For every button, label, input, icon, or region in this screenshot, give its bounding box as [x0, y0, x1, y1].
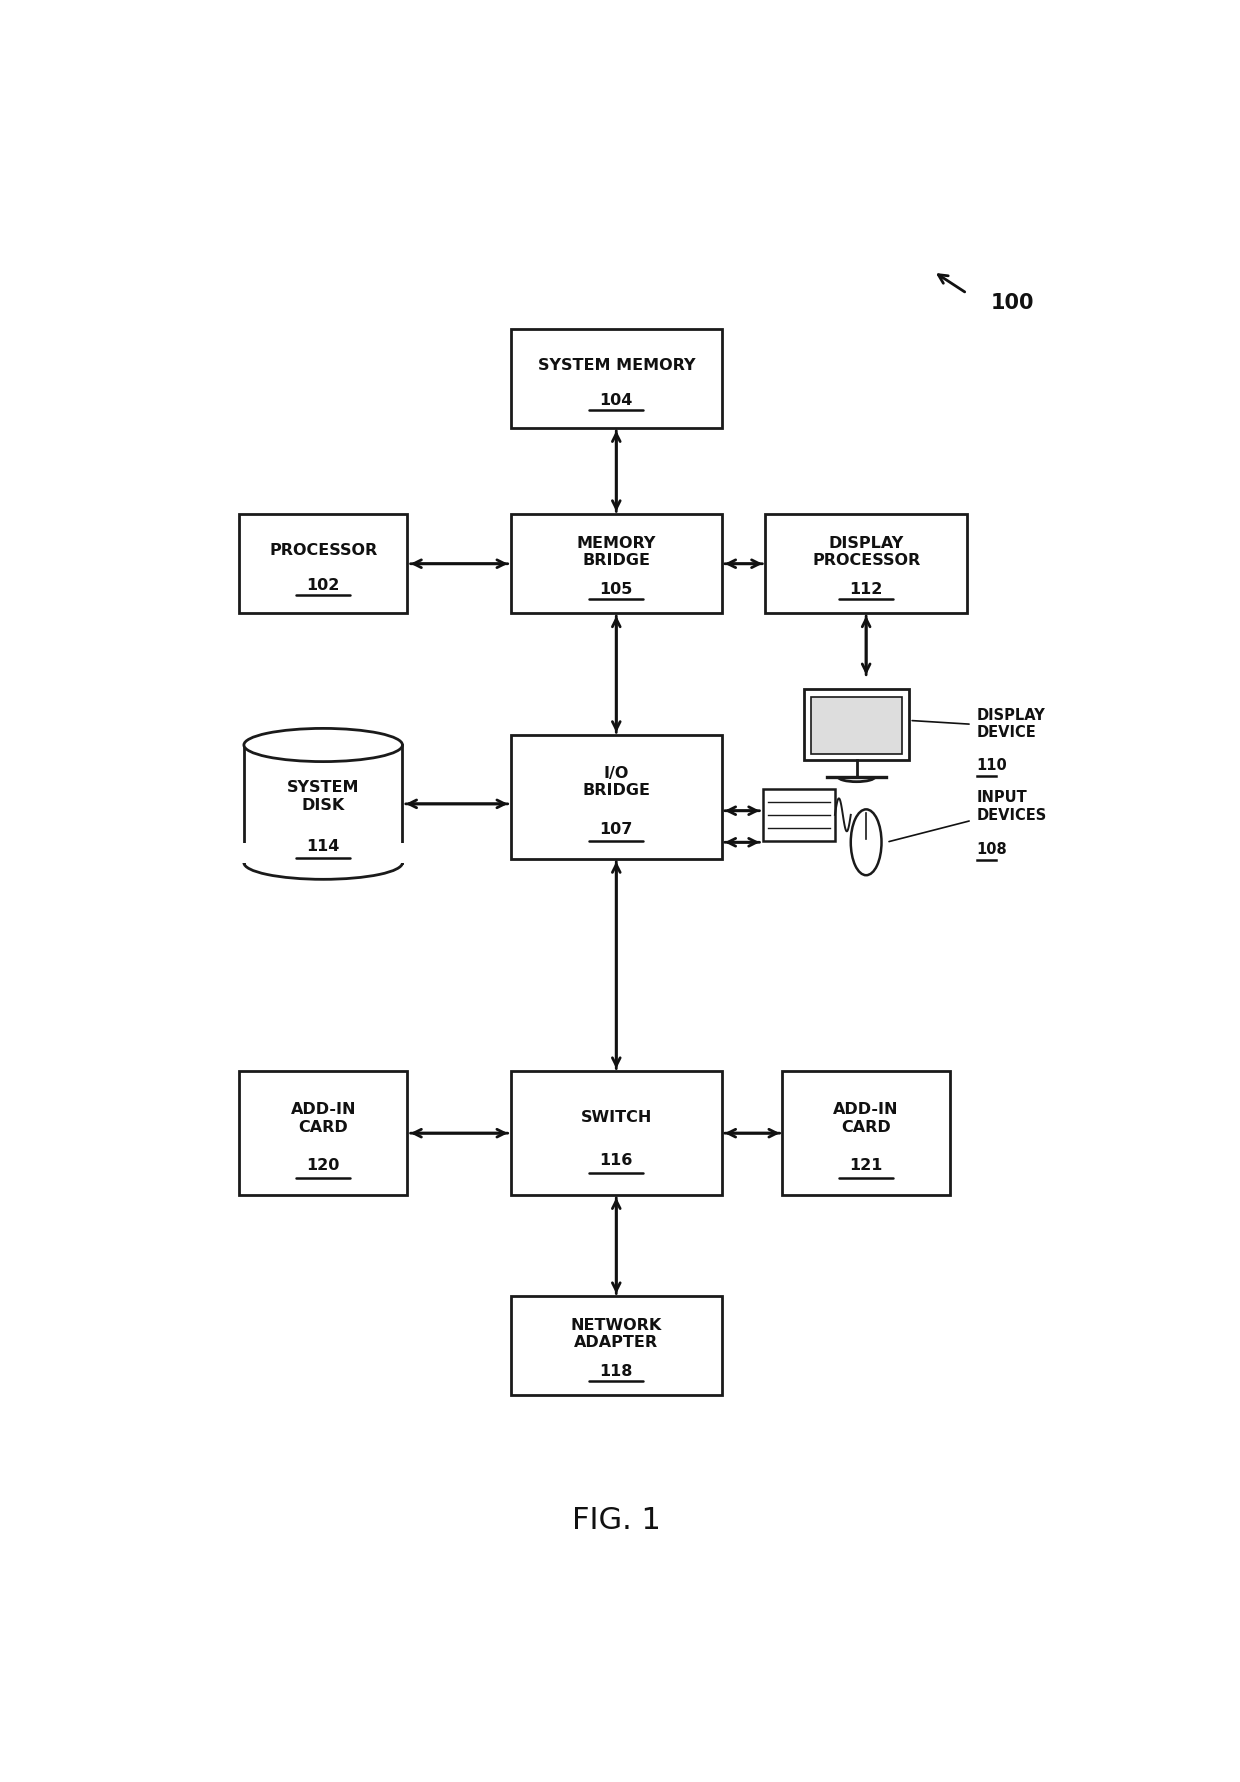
- Text: 104: 104: [600, 392, 632, 408]
- Ellipse shape: [244, 846, 403, 879]
- Text: FIG. 1: FIG. 1: [572, 1506, 661, 1534]
- Bar: [244, 745, 403, 862]
- Bar: [811, 697, 901, 754]
- Text: INPUT
DEVICES: INPUT DEVICES: [977, 791, 1047, 823]
- Bar: [782, 1071, 950, 1196]
- Bar: [239, 1071, 407, 1196]
- Text: SWITCH: SWITCH: [580, 1110, 652, 1124]
- Bar: [765, 515, 967, 613]
- Text: 112: 112: [849, 583, 883, 597]
- Text: SYSTEM
DISK: SYSTEM DISK: [286, 781, 360, 813]
- Bar: [511, 330, 722, 428]
- Text: 107: 107: [600, 822, 632, 836]
- Text: 116: 116: [600, 1153, 632, 1167]
- Text: 120: 120: [306, 1158, 340, 1173]
- Bar: [763, 789, 835, 841]
- Text: DISPLAY
PROCESSOR: DISPLAY PROCESSOR: [812, 536, 920, 568]
- Bar: [511, 736, 722, 859]
- Text: 114: 114: [306, 839, 340, 854]
- Bar: [242, 843, 404, 862]
- Bar: [239, 515, 407, 613]
- Text: 108: 108: [977, 841, 1007, 857]
- Text: DISPLAY
DEVICE: DISPLAY DEVICE: [977, 707, 1045, 741]
- Bar: [511, 515, 722, 613]
- Text: 121: 121: [849, 1158, 883, 1173]
- Text: I/O
BRIDGE: I/O BRIDGE: [583, 766, 650, 798]
- Ellipse shape: [851, 809, 882, 875]
- Text: SYSTEM MEMORY: SYSTEM MEMORY: [537, 358, 696, 372]
- Text: NETWORK
ADAPTER: NETWORK ADAPTER: [570, 1319, 662, 1351]
- Text: ADD-IN
CARD: ADD-IN CARD: [833, 1101, 899, 1135]
- Bar: [804, 690, 909, 759]
- Text: 105: 105: [600, 583, 632, 597]
- Text: 110: 110: [977, 757, 1007, 773]
- Text: 102: 102: [306, 577, 340, 593]
- Text: 100: 100: [991, 292, 1034, 314]
- Text: MEMORY
BRIDGE: MEMORY BRIDGE: [577, 536, 656, 568]
- Text: 118: 118: [600, 1363, 632, 1379]
- Ellipse shape: [244, 729, 403, 761]
- Text: PROCESSOR: PROCESSOR: [269, 544, 377, 558]
- Bar: [511, 1071, 722, 1196]
- Text: ADD-IN
CARD: ADD-IN CARD: [290, 1101, 356, 1135]
- Bar: [511, 1297, 722, 1395]
